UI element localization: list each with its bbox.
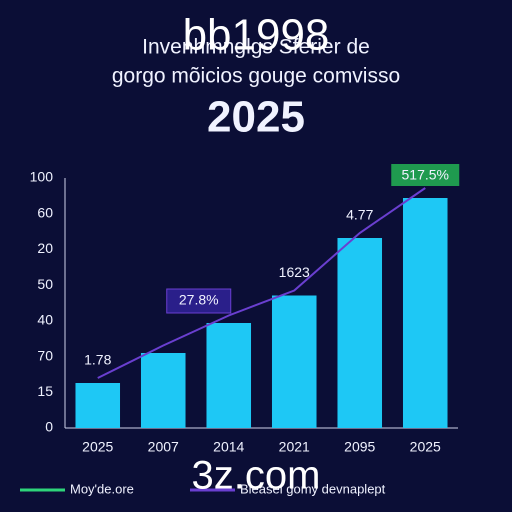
bar — [337, 238, 383, 428]
x-tick-label: 2025 — [410, 439, 441, 455]
data-label: 27.8% — [179, 292, 219, 308]
year-heading: 2025 — [207, 93, 305, 142]
bar — [206, 323, 252, 428]
x-tick-label: 2025 — [82, 439, 113, 455]
data-label: 1.78 — [84, 352, 111, 368]
x-tick-label: 2095 — [344, 439, 375, 455]
watermark: 3z.com — [192, 454, 321, 498]
y-tick-label: 20 — [37, 240, 53, 256]
x-tick-label: 2014 — [213, 439, 244, 455]
data-label: 4.77 — [346, 207, 373, 223]
watermark: bb1998 — [183, 11, 330, 60]
y-tick-label: 100 — [30, 169, 54, 185]
x-tick-label: 2021 — [279, 439, 310, 455]
y-tick-label: 70 — [37, 347, 53, 363]
legend-label: Bleasel gomy devnaplept — [240, 481, 386, 496]
annotation-box — [391, 164, 460, 186]
bar — [140, 353, 186, 428]
bar — [271, 295, 317, 428]
chart-title: Invenhmnglgs Sferier de — [142, 36, 370, 59]
y-tick-label: 0 — [45, 419, 53, 435]
y-tick-label: 40 — [37, 312, 53, 328]
bar — [402, 198, 448, 428]
x-tick-label: 2007 — [148, 439, 179, 455]
trend-line — [97, 187, 426, 379]
chart-subtitle: gorgo mõicios gouge comvisso — [112, 65, 400, 88]
y-tick-label: 15 — [37, 383, 53, 399]
data-label: 1623 — [279, 264, 310, 280]
data-label: 517.5% — [402, 167, 449, 183]
bar — [75, 383, 121, 428]
annotation-box — [166, 288, 232, 314]
y-tick-label: 60 — [37, 204, 53, 220]
y-tick-label: 50 — [37, 276, 53, 292]
legend-label: Moy'de.ore — [70, 481, 134, 496]
